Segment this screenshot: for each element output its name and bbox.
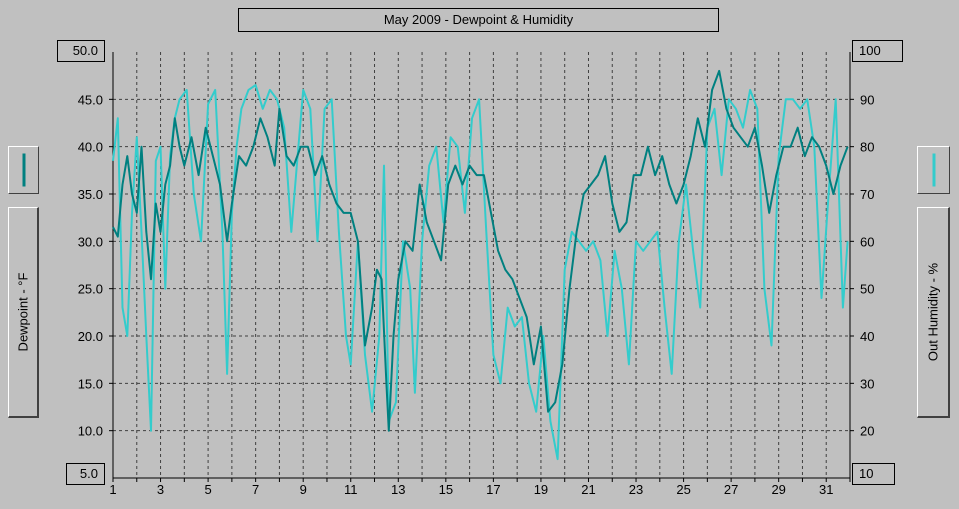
x-tick-label: 23: [629, 482, 643, 497]
y-tick-label: 20.0: [78, 329, 103, 344]
dewpoint-legend-swatch: [8, 146, 39, 194]
y2-tick-label: 80: [860, 140, 874, 155]
y2-tick-label: 40: [860, 329, 874, 344]
x-tick-label: 15: [439, 482, 453, 497]
y2-tick-label: 20: [860, 424, 874, 439]
x-tick-label: 11: [344, 482, 358, 497]
chart-title: May 2009 - Dewpoint & Humidity: [238, 8, 719, 32]
y-tick-label: 15.0: [78, 376, 103, 391]
x-tick-label: 29: [771, 482, 785, 497]
x-tick-label: 3: [157, 482, 164, 497]
x-tick-label: 7: [252, 482, 259, 497]
x-tick-label: 31: [819, 482, 833, 497]
dewpoint-line-icon: [22, 153, 25, 187]
y-axis-max-label: 50.0: [57, 40, 105, 62]
dewpoint-series-line: [112, 69, 849, 432]
y2-tick-label: 90: [860, 92, 874, 107]
y-tick-label: 10.0: [78, 424, 103, 439]
y2-tick-label: 70: [860, 187, 874, 202]
humidity-line-icon: [932, 153, 935, 187]
y-tick-label: 25.0: [78, 282, 103, 297]
x-tick-label: 25: [676, 482, 690, 497]
x-tick-label: 21: [581, 482, 595, 497]
x-tick-label: 13: [391, 482, 405, 497]
x-tick-label: 17: [486, 482, 500, 497]
humidity-axis-label-box: Out Humidity - %: [917, 207, 950, 418]
humidity-legend-swatch: [917, 146, 950, 194]
y-axis-min-label: 5.0: [66, 463, 105, 485]
x-tick-label: 1: [109, 482, 116, 497]
x-tick-label: 27: [724, 482, 738, 497]
y2-tick-label: 30: [860, 376, 874, 391]
y2-axis-max-label: 100: [852, 40, 903, 62]
y-tick-label: 35.0: [78, 187, 103, 202]
y-tick-label: 30.0: [78, 234, 103, 249]
y2-tick-label: 60: [860, 234, 874, 249]
x-tick-label: 19: [534, 482, 548, 497]
dewpoint-axis-label-box: Dewpoint - °F: [8, 207, 39, 418]
x-tick-label: 5: [204, 482, 211, 497]
y2-tick-label: 50: [860, 282, 874, 297]
y-tick-label: 40.0: [78, 140, 103, 155]
x-tick-label: 9: [300, 482, 307, 497]
y2-axis-min-label: 10: [852, 463, 895, 485]
humidity-series-line: [112, 84, 849, 461]
y-tick-label: 45.0: [78, 92, 103, 107]
